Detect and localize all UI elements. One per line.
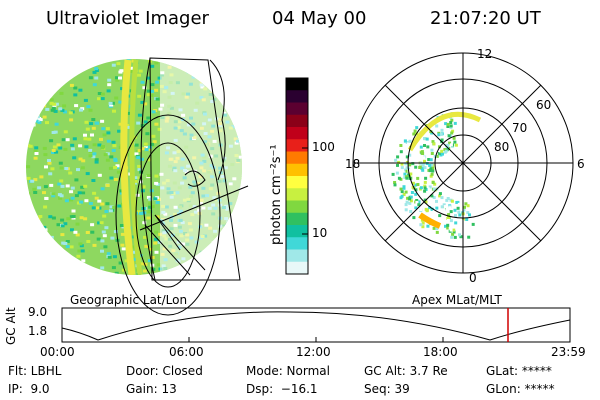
colorbar-segment (286, 151, 308, 165)
colorbar-segment (286, 102, 308, 116)
status-seq: Seq: 39 (364, 382, 410, 396)
colorbar-segment (286, 78, 308, 91)
date-label: 04 May 00 (272, 8, 367, 29)
time-label: 21:07:20 UT (430, 8, 541, 29)
colorbar-segment (286, 90, 308, 103)
timeline-x-tick-0600: 06:00 (169, 345, 204, 359)
colorbar-segment (286, 261, 308, 275)
apex-map-label: Apex MLat/MLT (412, 293, 502, 307)
status-gain: Gain: 13 (126, 382, 177, 396)
geographic-grid (115, 57, 249, 316)
colorbar-tick-10: 10 (312, 226, 328, 240)
status-filter: Flt: LBHL (8, 364, 62, 378)
colorbar-segment (286, 139, 308, 152)
colorbar-segment (286, 163, 308, 177)
timeline-x-tick-1800: 18:00 (423, 345, 458, 359)
timeline-y-tick-9: 9.0 (28, 305, 48, 319)
lat-label-80: 80 (494, 140, 510, 154)
timeline-x-tick-2359: 23:59 (551, 345, 586, 359)
colorbar-segment (286, 127, 308, 140)
mlt-label-12: 12 (477, 47, 493, 61)
geographic-map-label: Geographic Lat/Lon (70, 293, 188, 307)
colorbar-segment (286, 212, 308, 226)
colorbar-segment (286, 225, 308, 238)
polar-plot (352, 52, 574, 274)
colorbar (285, 77, 309, 275)
colorbar-segment (286, 114, 308, 128)
status-gc-alt: GC Alt: 3.7 Re (364, 364, 448, 378)
geographic-auroral-image (26, 57, 249, 316)
timeline-x-tick-0000: 00:00 (40, 345, 75, 359)
status-glon: GLon: ***** (486, 382, 555, 396)
status-glat: GLat: ***** (486, 364, 552, 378)
colorbar-segment (286, 188, 308, 201)
colorbar-segment (286, 176, 308, 189)
colorbar-unit-label: photon cm⁻²s⁻¹ (269, 144, 284, 245)
colorbar-segment (286, 249, 308, 263)
altitude-timeline (61, 307, 571, 343)
colorbar-segment (286, 200, 308, 214)
lat-label-70: 70 (512, 121, 528, 135)
status-ip: IP: 9.0 (8, 382, 50, 396)
status-dsp: Dsp: −16.1 (246, 382, 318, 396)
mlt-label-6: 6 (577, 157, 585, 171)
instrument-title: Ultraviolet Imager (46, 8, 209, 29)
timeline-x-tick-1200: 12:00 (296, 345, 331, 359)
timeline-axis-label: GC Alt (4, 307, 18, 345)
mlt-label-18: 18 (345, 157, 361, 171)
mlt-label-0: 0 (469, 271, 477, 285)
lat-label-60: 60 (536, 98, 552, 112)
timeline-y-tick-1-8: 1.8 (28, 324, 48, 338)
colorbar-tick-100: 100 (312, 140, 335, 154)
status-mode: Mode: Normal (246, 364, 330, 378)
status-door: Door: Closed (126, 364, 203, 378)
colorbar-segment (286, 237, 308, 250)
